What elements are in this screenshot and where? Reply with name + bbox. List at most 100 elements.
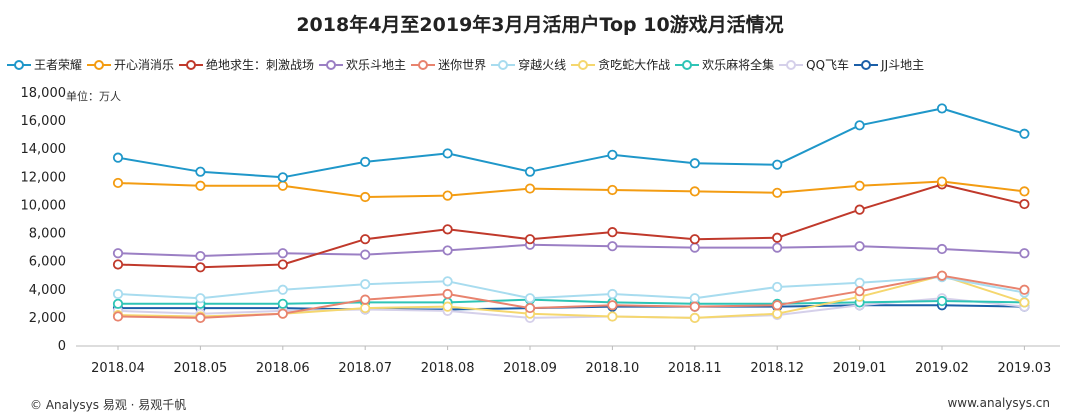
- data-point: [854, 204, 865, 215]
- legend-swatch: [87, 59, 112, 70]
- legend-label: 穿越火线: [518, 58, 567, 72]
- legend-label: 王者荣耀: [34, 58, 83, 72]
- x-tick-label: 2019.03: [998, 361, 1052, 376]
- data-point: [442, 301, 453, 312]
- legend-item[interactable]: 迷你世界: [410, 56, 486, 73]
- y-tick-label: 0: [58, 339, 66, 354]
- data-point: [195, 250, 206, 262]
- data-point: [112, 311, 124, 322]
- legend-item[interactable]: 欢乐麻将全集: [674, 56, 774, 73]
- data-point: [772, 308, 783, 319]
- data-point: [854, 241, 865, 252]
- series-2: [112, 179, 1030, 273]
- data-point: [277, 259, 288, 270]
- legend-swatch: [854, 59, 879, 70]
- data-point: [936, 103, 948, 114]
- series-line: [118, 298, 1025, 305]
- legend-label: 欢乐麻将全集: [702, 58, 775, 72]
- x-tick-label: 2018.05: [174, 361, 228, 376]
- legend-swatch: [319, 59, 344, 70]
- data-point: [689, 301, 700, 312]
- legend-label: JJ斗地主: [881, 58, 925, 72]
- data-point: [607, 311, 618, 322]
- legend-swatch-marker: [786, 59, 797, 70]
- legend-item[interactable]: 欢乐斗地主: [318, 56, 406, 73]
- y-tick-label: 4,000: [29, 283, 66, 298]
- legend-swatch: [491, 59, 516, 70]
- legend-item[interactable]: 开心消消乐: [86, 56, 174, 73]
- x-tick-label: 2018.07: [338, 361, 392, 376]
- legend-swatch: [179, 59, 204, 70]
- data-point: [360, 279, 371, 290]
- x-tick-label: 2019.02: [915, 361, 969, 376]
- data-point: [772, 300, 783, 311]
- legend-swatch-marker: [861, 59, 872, 70]
- series-line: [117, 180, 1025, 198]
- series-4: [112, 270, 1030, 323]
- series-0: [112, 103, 1030, 183]
- data-point: [607, 288, 618, 300]
- legend-label: QQ飞车: [806, 58, 850, 72]
- data-point: [277, 180, 288, 191]
- data-point: [772, 281, 783, 293]
- data-point: [195, 293, 206, 304]
- legend-item[interactable]: 绝地求生：刺激战场: [178, 56, 314, 73]
- data-point: [689, 293, 700, 304]
- data-point: [277, 248, 288, 259]
- series-1: [112, 176, 1030, 203]
- data-point: [1019, 297, 1030, 308]
- legend-item[interactable]: 王者荣耀: [6, 56, 82, 73]
- data-point: [772, 232, 783, 243]
- data-point: [689, 158, 700, 169]
- data-point: [195, 262, 206, 273]
- legend-label: 绝地求生：刺激战场: [206, 58, 315, 72]
- data-point: [524, 234, 536, 245]
- data-point: [1019, 128, 1030, 139]
- legend-swatch: [411, 59, 436, 70]
- data-point: [277, 308, 288, 319]
- data-point: [360, 302, 371, 314]
- data-point: [936, 270, 948, 281]
- legend-item[interactable]: 穿越火线: [490, 56, 566, 73]
- data-point: [1019, 186, 1030, 197]
- legend: 王者荣耀 开心消消乐 绝地求生：刺激战场 欢乐斗地主 迷你世界 穿越火线 贪吃蛇大作战 欢乐麻…: [6, 56, 1080, 73]
- data-point: [772, 242, 783, 253]
- legend-swatch-marker: [578, 59, 589, 70]
- data-point: [442, 224, 453, 235]
- data-point: [936, 295, 948, 307]
- data-point: [112, 152, 124, 163]
- data-point: [772, 187, 783, 198]
- data-point: [195, 166, 206, 177]
- y-tick-label: 16,000: [21, 114, 67, 129]
- data-point: [854, 180, 865, 191]
- unit-label: 单位：万人: [66, 90, 121, 103]
- legend-item[interactable]: JJ斗地主: [853, 56, 924, 73]
- legend-swatch: [779, 59, 804, 70]
- legend-swatch: [571, 59, 596, 70]
- series-3: [112, 239, 1030, 262]
- data-point: [442, 245, 453, 256]
- data-point: [772, 159, 783, 170]
- legend-label: 开心消消乐: [114, 58, 175, 72]
- data-point: [1019, 198, 1030, 210]
- legend-item[interactable]: QQ飞车: [778, 56, 849, 73]
- series-line: [117, 297, 1025, 319]
- y-tick-label: 6,000: [29, 255, 66, 270]
- y-tick-label: 18,000: [21, 86, 67, 101]
- data-point: [689, 312, 700, 323]
- data-point: [112, 259, 124, 270]
- data-point: [524, 293, 536, 304]
- x-tick-label: 2018.04: [91, 361, 145, 376]
- legend-swatch-marker: [682, 59, 693, 70]
- data-point: [442, 288, 453, 300]
- footer-website[interactable]: www.analysys.cn: [947, 396, 1050, 410]
- data-point: [524, 302, 536, 314]
- data-point: [112, 288, 124, 300]
- legend-label: 贪吃蛇大作战: [598, 58, 671, 72]
- legend-item[interactable]: 贪吃蛇大作战: [570, 56, 670, 73]
- legend-swatch: [675, 59, 700, 70]
- data-point: [112, 248, 124, 259]
- legend-swatch-marker: [326, 59, 337, 70]
- data-point: [112, 177, 124, 189]
- y-tick-label: 2,000: [29, 311, 66, 326]
